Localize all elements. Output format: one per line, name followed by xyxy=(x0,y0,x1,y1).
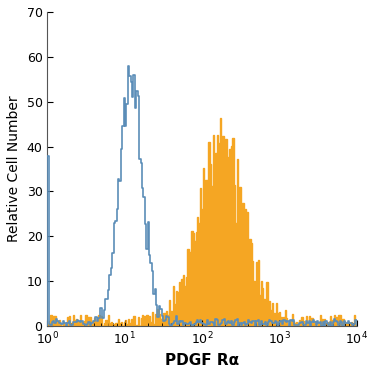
Y-axis label: Relative Cell Number: Relative Cell Number xyxy=(7,96,21,242)
Polygon shape xyxy=(47,118,357,326)
X-axis label: PDGF Rα: PDGF Rα xyxy=(165,353,239,368)
